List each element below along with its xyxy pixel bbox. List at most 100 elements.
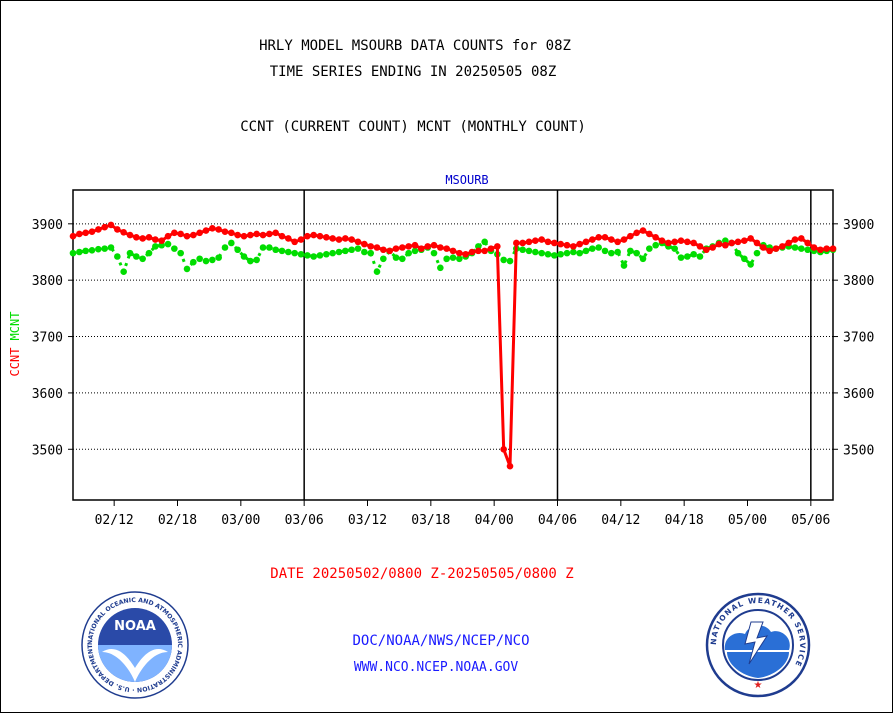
website-link[interactable]: WWW.NCO.NCEP.NOAA.GOV — [353, 660, 519, 675]
ccnt-point — [462, 250, 469, 258]
ccnt-point — [316, 232, 324, 240]
noaa-logo-text: NOAA — [114, 619, 156, 634]
ccnt-point — [228, 229, 235, 237]
ccnt-point — [741, 237, 748, 245]
ccnt-point — [475, 247, 482, 255]
mcnt-point — [747, 261, 754, 268]
ccnt-point — [380, 246, 387, 254]
mcnt-point — [399, 255, 406, 263]
ccnt-point — [696, 243, 704, 250]
chart-title-line2: TIME SERIES ENDING IN 20250505 08Z — [269, 64, 557, 80]
ccnt-point — [703, 246, 710, 254]
mcnt-point — [297, 250, 305, 258]
ccnt-point — [304, 232, 311, 240]
mcnt-point — [582, 247, 590, 255]
ccnt-point — [798, 235, 805, 242]
mcnt-point — [563, 249, 571, 257]
ccnt-point — [658, 237, 666, 245]
ccnt-point — [405, 243, 412, 250]
y-axis-label-ccnt: CCNT — [8, 348, 22, 377]
mcnt-point — [82, 247, 89, 255]
mcnt-point — [278, 247, 286, 255]
org-label: DOC/NOAA/NWS/NCEP/NCO — [352, 633, 530, 649]
ccnt-point — [519, 239, 526, 247]
x-tick-label: 05/06 — [791, 513, 830, 528]
ccnt-point — [120, 228, 127, 236]
ccnt-point — [329, 235, 336, 242]
mcnt-point — [323, 250, 330, 258]
ccnt-point — [367, 243, 374, 250]
mcnt-point — [405, 249, 412, 257]
svg-text:★: ★ — [754, 680, 763, 691]
ccnt-point — [399, 244, 406, 251]
mcnt-point — [481, 238, 488, 246]
ccnt-point — [595, 234, 602, 241]
mcnt-point — [240, 253, 248, 260]
ccnt-point — [202, 227, 210, 234]
mcnt-point — [348, 246, 355, 254]
mcnt-point — [190, 258, 197, 266]
ccnt-point — [253, 230, 260, 238]
ccnt-point — [810, 244, 818, 251]
ccnt-point — [709, 244, 716, 251]
ccnt-point — [272, 229, 279, 237]
ccnt-point — [582, 238, 590, 246]
ccnt-point — [456, 249, 463, 257]
mcnt-point — [88, 247, 96, 254]
mcnt-point — [519, 246, 526, 254]
ccnt-point — [620, 236, 628, 243]
mcnt-point — [380, 255, 387, 263]
y-tick-label-left: 3900 — [32, 218, 63, 233]
mcnt-point — [677, 254, 685, 261]
ccnt-point — [133, 234, 140, 241]
ccnt-point — [361, 240, 368, 248]
ccnt-point — [747, 235, 754, 242]
x-tick-label: 02/12 — [95, 513, 134, 528]
mcnt-point — [449, 254, 457, 261]
y-tick-label-right: 3700 — [843, 331, 874, 346]
ccnt-point — [354, 238, 362, 246]
ccnt-point — [411, 241, 419, 249]
y-axis-label-mcnt: MCNT — [8, 312, 22, 341]
ccnt-point — [101, 223, 108, 231]
mcnt-point — [589, 245, 596, 252]
ccnt-line — [72, 223, 833, 468]
ccnt-point — [190, 231, 197, 239]
mcnt-point — [595, 244, 602, 251]
ccnt-point — [158, 237, 165, 245]
mcnt-point — [285, 248, 292, 256]
ccnt-point — [177, 230, 184, 238]
mcnt-point — [608, 249, 615, 257]
ccnt-point — [209, 225, 216, 232]
ccnt-point — [677, 237, 685, 245]
mcnt-point — [291, 249, 298, 257]
ccnt-point — [183, 232, 191, 240]
ccnt-point — [234, 231, 241, 239]
ccnt-point — [760, 244, 767, 251]
mcnt-point — [342, 247, 349, 255]
mcnt-point — [114, 253, 121, 260]
mcnt-point — [576, 249, 583, 257]
y-tick-label-right: 3900 — [843, 218, 874, 233]
ccnt-point — [164, 232, 172, 240]
ccnt-point — [424, 243, 431, 250]
mcnt-point — [221, 244, 229, 251]
mcnt-point — [183, 265, 191, 273]
ccnt-point — [291, 238, 298, 246]
ccnt-point — [437, 244, 444, 251]
mcnt-point — [101, 245, 108, 252]
mcnt-point — [601, 247, 609, 255]
ccnt-point — [297, 236, 305, 243]
mcnt-point — [310, 253, 317, 260]
ccnt-point — [766, 247, 773, 255]
x-tick-label: 04/12 — [601, 513, 640, 528]
mcnt-point — [120, 268, 127, 276]
x-tick-label: 03/18 — [411, 513, 450, 528]
mcnt-point — [411, 247, 419, 255]
y-tick-label-left: 3500 — [32, 443, 63, 458]
mcnt-point — [475, 243, 482, 250]
mcnt-point — [804, 246, 811, 254]
ccnt-point — [145, 234, 153, 241]
mcnt-point — [329, 249, 336, 257]
nws-logo: ★ NATIONAL WEATHER SERVICE — [705, 592, 811, 698]
